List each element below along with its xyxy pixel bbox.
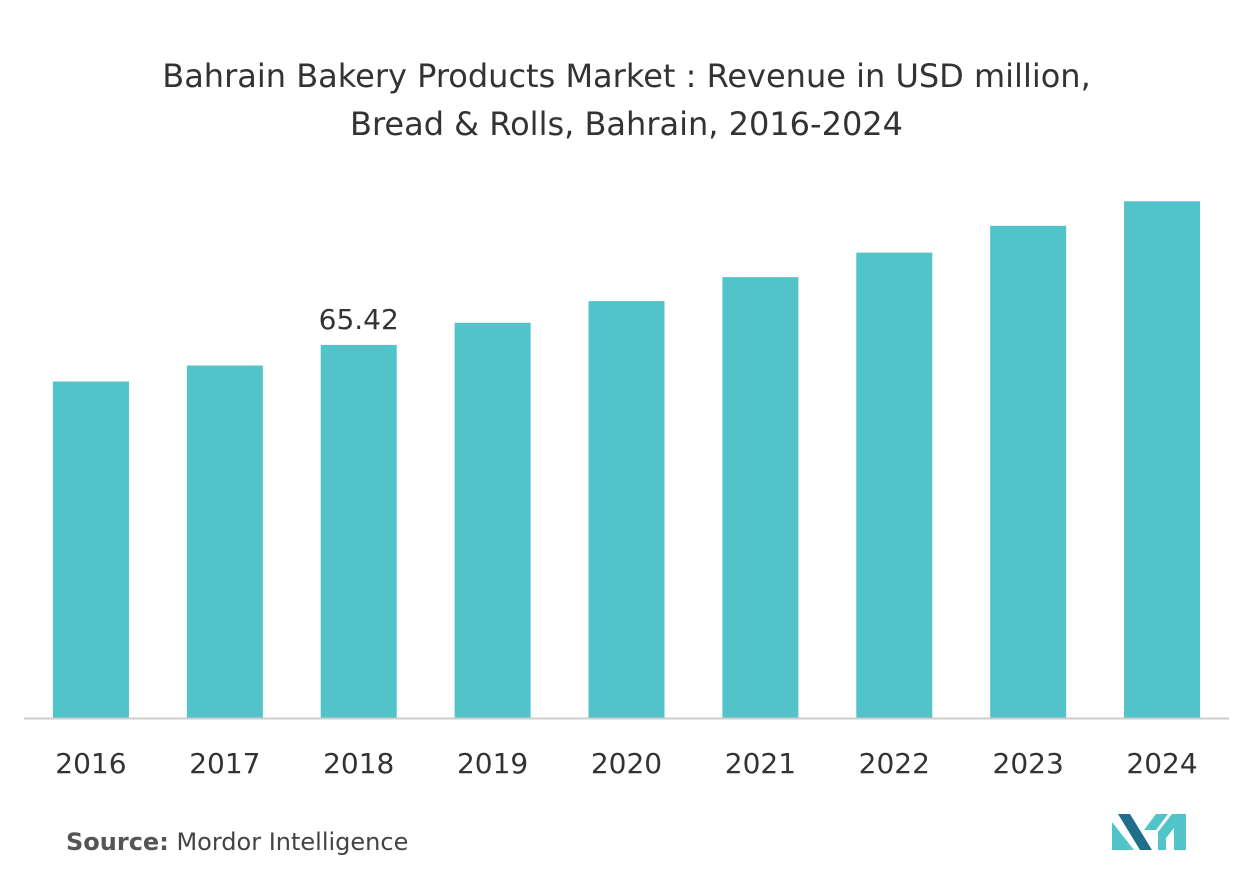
chart-title: Bahrain Bakery Products Market : Revenue… bbox=[0, 52, 1253, 148]
x-tick-label-2018: 2018 bbox=[323, 747, 394, 780]
chart-title-line2: Bread & Rolls, Bahrain, 2016-2024 bbox=[349, 105, 904, 143]
x-tick-label-2020: 2020 bbox=[591, 747, 662, 780]
bar-2023 bbox=[990, 225, 1067, 719]
mordor-intelligence-logo-icon bbox=[1112, 814, 1186, 850]
data-label-2018: 65.42 bbox=[319, 303, 399, 336]
bar-chart: 2016 2017 2018 65.42 2019 2020 2021 2022 2023 202… bbox=[24, 201, 1229, 780]
source-note: Source: Mordor Intelligence bbox=[66, 828, 408, 856]
chart-title-line1: Bahrain Bakery Products Market : Revenue… bbox=[162, 57, 1091, 95]
source-value: Mordor Intelligence bbox=[176, 828, 409, 856]
bar-2021 bbox=[722, 277, 799, 718]
x-tick-label-2017: 2017 bbox=[189, 747, 260, 780]
x-tick-label-2024: 2024 bbox=[1126, 747, 1197, 780]
x-tick-label-2021: 2021 bbox=[725, 747, 796, 780]
x-tick-label-2019: 2019 bbox=[457, 747, 528, 780]
x-tick-label-2022: 2022 bbox=[859, 747, 930, 780]
bar-2020 bbox=[588, 301, 665, 718]
x-tick-label-2023: 2023 bbox=[993, 747, 1064, 780]
bar-2018 bbox=[320, 344, 397, 718]
x-tick-label-2016: 2016 bbox=[55, 747, 126, 780]
bar-2024 bbox=[1124, 201, 1201, 718]
source-label: Source: bbox=[66, 828, 169, 856]
bar-2016 bbox=[52, 381, 129, 718]
bar-2022 bbox=[856, 252, 933, 718]
bar-2019 bbox=[454, 322, 531, 718]
bar-2017 bbox=[186, 365, 263, 718]
